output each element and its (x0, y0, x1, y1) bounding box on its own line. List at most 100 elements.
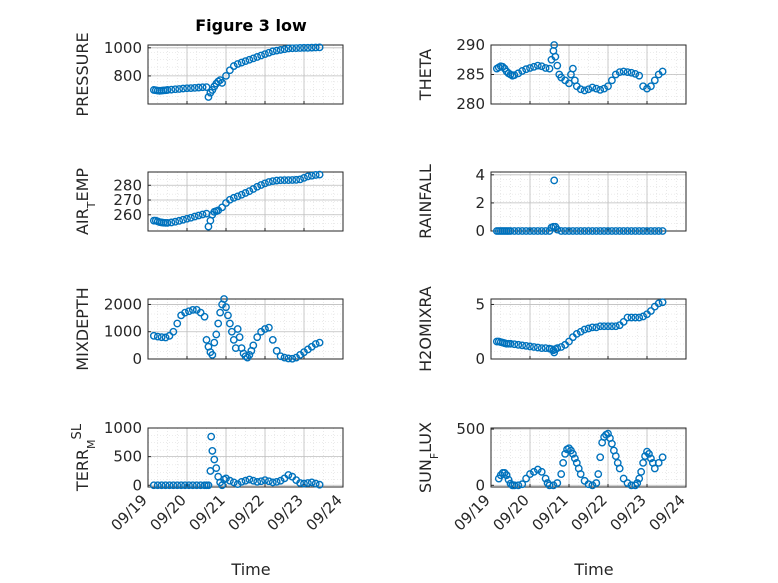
series-markers (149, 432, 324, 490)
subplot-1: 800 1000 PRESSURE (73, 32, 344, 117)
data-point (229, 62, 238, 70)
y-tick-label: 0 (132, 350, 142, 368)
y-axis-label: H2OMIXRA (416, 286, 435, 372)
data-point (222, 474, 230, 483)
data-point (249, 54, 258, 63)
data-point (179, 215, 188, 224)
data-point (284, 176, 293, 185)
data-point (167, 218, 176, 227)
subplot-4: 0 2 4 RAINFALL (416, 164, 687, 240)
data-point (631, 227, 640, 235)
data-point (173, 319, 182, 328)
data-point (218, 79, 227, 87)
data-point (222, 303, 230, 312)
series-markers (492, 41, 667, 95)
data-point (557, 227, 566, 235)
x-tick-label: 09/19 (108, 491, 151, 534)
subplot-8: 0 500 SUNFLUX 09/1909/2009/2109/2209/2309/2… (416, 420, 689, 534)
data-point (639, 227, 647, 235)
data-point (551, 52, 560, 61)
data-point (654, 227, 663, 235)
data-point (264, 178, 273, 186)
data-point (615, 68, 624, 77)
data-point (315, 338, 324, 347)
series-markers (149, 43, 324, 101)
data-point (580, 325, 589, 334)
data-point (615, 464, 624, 473)
data-point (637, 467, 646, 476)
data-point (565, 79, 573, 88)
data-point (530, 62, 538, 71)
data-point (639, 458, 647, 467)
data-point (576, 327, 585, 336)
data-point (253, 477, 262, 486)
series-markers (149, 170, 324, 231)
data-point (608, 227, 616, 235)
data-point (541, 474, 550, 483)
x-tick-label: 09/24 (303, 491, 346, 534)
data-point (196, 308, 205, 317)
data-point (533, 465, 542, 474)
data-point (510, 340, 519, 349)
data-point (233, 480, 242, 489)
data-point (241, 189, 250, 197)
data-point (561, 227, 569, 235)
data-point (611, 452, 620, 460)
y-tick-label: 280 (113, 176, 142, 194)
data-point (654, 299, 663, 308)
data-point (643, 227, 651, 235)
data-point (643, 84, 651, 93)
data-point (510, 71, 519, 79)
data-point (280, 353, 289, 362)
y-tick-label: 270 (113, 191, 142, 209)
data-point (288, 176, 297, 184)
figure-title: Figure 3 low (195, 16, 307, 35)
data-point (190, 212, 199, 221)
data-point (157, 481, 166, 490)
data-point (233, 192, 242, 201)
data-point (510, 481, 519, 490)
data-point (627, 313, 636, 322)
data-point (627, 68, 636, 77)
data-point (514, 340, 523, 349)
y-tick-label: 290 (456, 36, 485, 54)
y-tick-label: 2000 (104, 295, 142, 313)
data-point (658, 67, 667, 76)
data-point (264, 48, 273, 57)
data-point (276, 46, 285, 54)
data-point (553, 479, 562, 487)
x-tick-label: 09/22 (225, 491, 268, 534)
data-point (647, 307, 655, 315)
data-point (183, 84, 191, 93)
data-point (200, 312, 209, 321)
data-point (608, 322, 616, 331)
data-point (233, 325, 242, 333)
data-point (272, 477, 281, 486)
data-point (315, 480, 324, 489)
data-point (623, 68, 632, 77)
data-point (315, 170, 324, 179)
data-point (194, 83, 203, 92)
data-point (292, 44, 301, 52)
data-point (541, 227, 550, 235)
data-point (611, 322, 620, 331)
x-tick-label: 09/24 (646, 491, 689, 534)
data-point (149, 481, 158, 490)
data-point (604, 82, 612, 91)
data-point (647, 227, 655, 235)
data-point (241, 57, 250, 66)
data-point (253, 333, 262, 342)
data-point (502, 471, 511, 480)
data-point (533, 61, 542, 70)
data-point (545, 64, 554, 73)
y-axis-label: RAINFALL (416, 164, 435, 239)
data-point (210, 455, 219, 464)
data-point (530, 227, 538, 235)
data-point (506, 227, 515, 235)
data-point (592, 479, 601, 487)
data-point (553, 344, 562, 352)
x-tick-label: 09/21 (529, 491, 572, 534)
data-point (276, 352, 285, 361)
data-point (569, 227, 577, 235)
data-point (311, 171, 320, 179)
